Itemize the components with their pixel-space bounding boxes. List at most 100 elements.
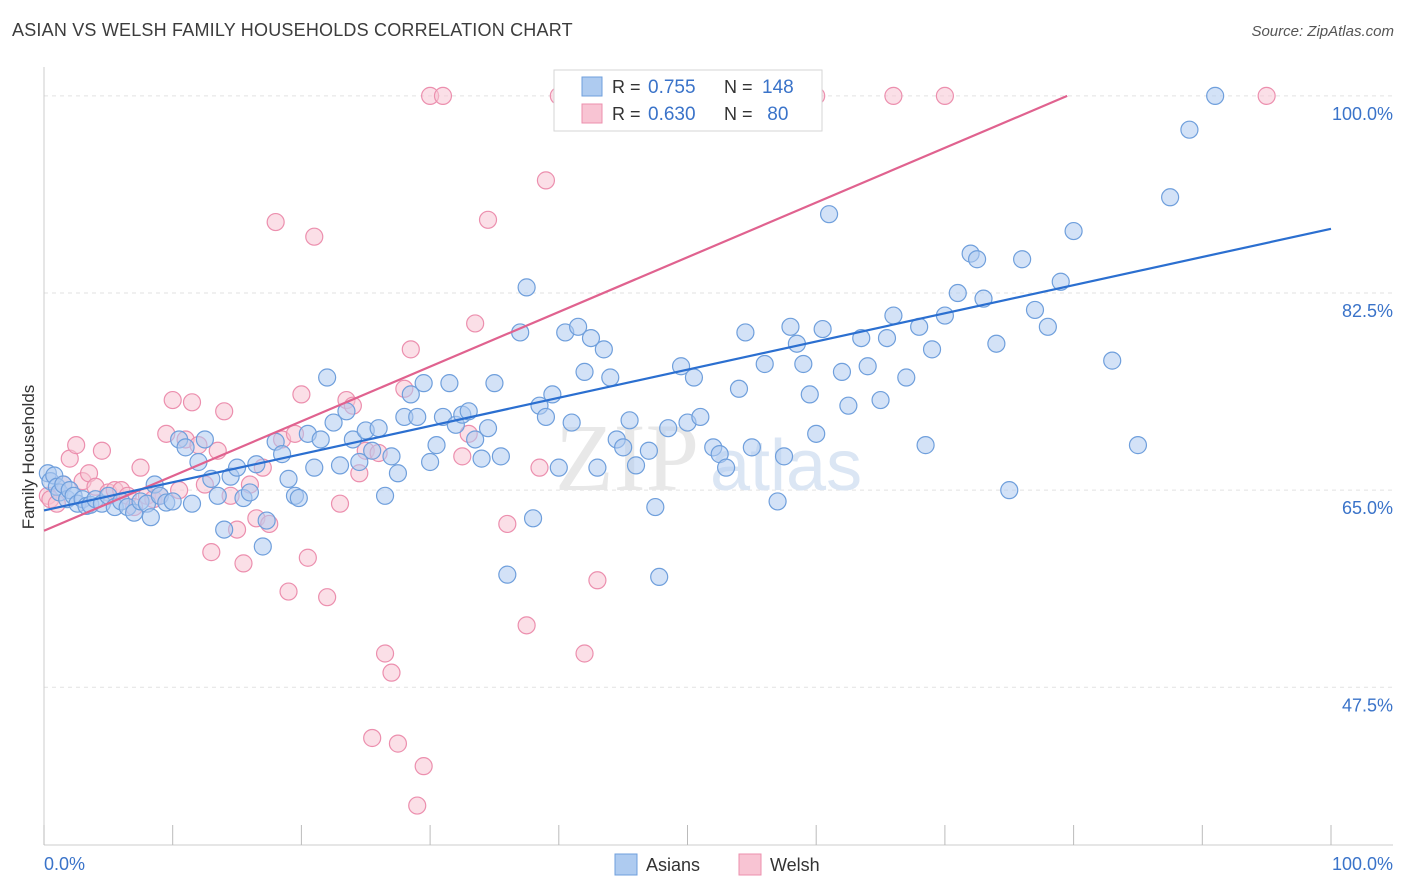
asian-point <box>858 357 877 376</box>
stats-legend-r-label-welsh: R = <box>612 104 641 124</box>
asian-point <box>408 407 427 427</box>
asian-point <box>774 447 794 466</box>
asian-point <box>1206 86 1225 105</box>
asian-point <box>1161 188 1180 207</box>
asian-point <box>646 497 665 517</box>
welsh-point <box>388 734 408 753</box>
welsh-point <box>292 385 311 404</box>
y-axis-label: Family Households <box>19 385 38 530</box>
asian-point <box>427 436 446 455</box>
asian-point <box>832 362 852 381</box>
asian-point <box>330 456 350 475</box>
asian-point <box>485 374 504 393</box>
y-tick-label: 47.5% <box>1342 695 1393 715</box>
asian-point <box>257 511 276 530</box>
asian-trend-line <box>43 227 1332 512</box>
welsh-point <box>266 212 285 232</box>
asian-point <box>742 438 761 457</box>
asian-point <box>601 368 620 387</box>
welsh-point <box>163 390 182 410</box>
asian-point <box>794 354 813 374</box>
welsh-point <box>363 728 382 748</box>
stats-legend-n-value-welsh: 80 <box>762 104 788 125</box>
asian-point <box>466 430 485 449</box>
asian-point <box>768 492 787 511</box>
welsh-trend-line <box>43 94 1068 532</box>
asian-point <box>163 492 182 511</box>
welsh-point <box>453 447 472 466</box>
asian-point <box>594 340 613 359</box>
asian-point <box>363 441 382 460</box>
welsh-point <box>588 571 607 590</box>
asian-point <box>324 413 343 432</box>
asian-point <box>588 458 607 477</box>
legend-label-asians: Asians <box>646 855 700 875</box>
asian-point <box>852 328 871 348</box>
asian-point <box>498 565 517 584</box>
asian-point <box>1180 120 1199 139</box>
welsh-point <box>305 227 324 246</box>
welsh-point <box>884 86 903 105</box>
asian-point <box>253 537 272 556</box>
asian-point <box>388 464 408 483</box>
asian-point <box>305 458 324 477</box>
asian-point <box>375 486 395 505</box>
welsh-point <box>202 543 221 562</box>
welsh-point <box>575 644 594 663</box>
asian-point <box>1038 317 1057 336</box>
asian-point <box>575 362 594 381</box>
stats-legend-r-value-asians: 0.755 <box>648 77 696 98</box>
welsh-point <box>279 582 298 601</box>
welsh-point <box>433 86 453 105</box>
asian-point <box>549 458 568 477</box>
trend-lines <box>43 94 1332 532</box>
asian-point <box>318 368 337 387</box>
asian-point <box>382 447 401 466</box>
welsh-point <box>935 86 955 105</box>
stats-legend: R = 0.755 N = 148 R = 0.630 N = 80 <box>553 69 823 132</box>
welsh-point <box>215 402 234 421</box>
asian-point <box>884 306 903 325</box>
asian-point <box>215 520 234 539</box>
asian-point <box>1128 436 1148 455</box>
source-label: Source: ZipAtlas.com <box>1251 23 1394 40</box>
asian-point <box>581 328 601 348</box>
stats-legend-n-label-welsh: N = <box>724 104 753 124</box>
asian-point <box>440 374 459 393</box>
asian-point <box>523 509 543 528</box>
asian-point <box>1013 250 1032 269</box>
stats-legend-n-label-asians: N = <box>724 77 753 97</box>
welsh-point <box>318 588 337 607</box>
asian-point <box>311 430 330 449</box>
asian-point <box>176 438 195 457</box>
asian-point <box>755 354 774 374</box>
asian-point <box>562 413 581 432</box>
asian-point <box>369 419 388 438</box>
chart-title: ASIAN VS WELSH FAMILY HOUSEHOLDS CORRELA… <box>12 20 573 40</box>
welsh-point <box>67 436 86 455</box>
asian-point <box>1064 221 1083 241</box>
asian-point <box>807 424 826 443</box>
asian-point <box>729 379 749 398</box>
asian-point <box>781 317 800 336</box>
asian-point <box>639 441 658 460</box>
welsh-point <box>408 796 427 815</box>
asian-point <box>1025 300 1045 320</box>
asian-point <box>208 486 227 505</box>
asian-point <box>717 458 736 477</box>
welsh-point <box>382 663 401 682</box>
welsh-point <box>466 314 485 333</box>
welsh-point <box>517 616 536 635</box>
x-tick-label-max: 100.0% <box>1332 854 1393 874</box>
asian-point <box>182 494 202 513</box>
asian-point <box>987 334 1006 353</box>
asian-point <box>1000 481 1019 500</box>
asian-point <box>414 374 433 393</box>
asian-point <box>967 250 987 269</box>
asian-point <box>421 452 440 472</box>
legend-swatch-asians <box>614 853 638 876</box>
welsh-point <box>414 757 433 776</box>
welsh-point <box>536 171 556 190</box>
asian-point <box>691 407 710 427</box>
